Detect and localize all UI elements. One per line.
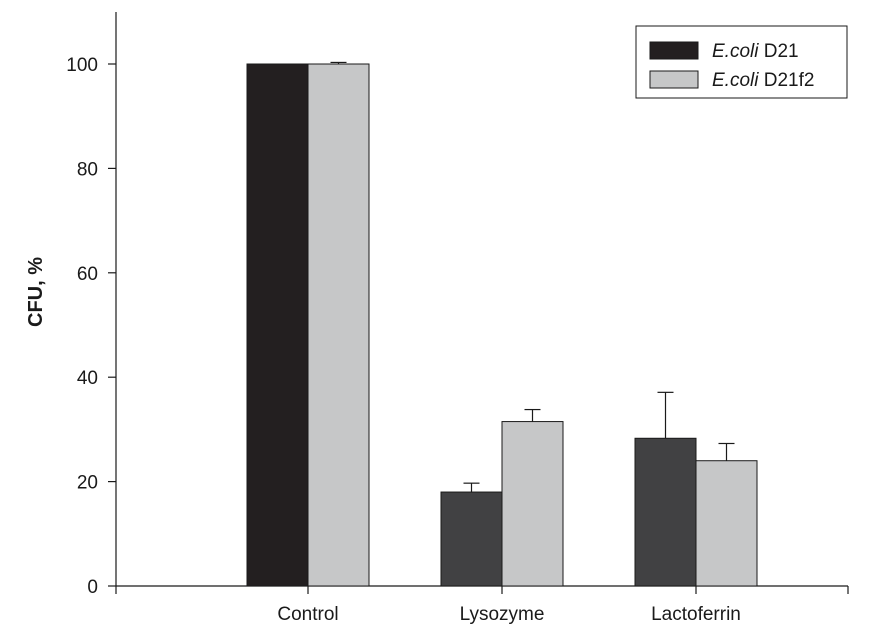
legend-label: E.coli D21 — [712, 41, 799, 62]
legend: E.coli D21 E.coli D21f2 — [635, 25, 848, 99]
y-tick-label: 20 — [77, 473, 98, 494]
x-axis-labels: Control Lysozyme Lactoferrin — [115, 586, 849, 625]
bar-d21f2-lysozyme — [501, 421, 564, 587]
y-tick-label: 0 — [87, 577, 98, 598]
y-tick-label: 60 — [77, 264, 98, 285]
error-bars — [330, 61, 735, 493]
bar-d21f2-lactoferrin — [695, 460, 758, 587]
y-tick-label: 80 — [77, 159, 98, 180]
y-axis-ticks: 0 20 40 60 80 100 — [66, 55, 116, 598]
y-axis-title: CFU, % — [25, 257, 47, 327]
bar-d21-control — [246, 63, 309, 587]
legend-swatch — [649, 70, 699, 89]
legend-label: E.coli D21f2 — [712, 70, 814, 91]
y-tick-label: 40 — [77, 368, 98, 389]
bar-d21-lysozyme — [440, 491, 503, 587]
y-tick-label: 100 — [66, 55, 98, 76]
bars — [246, 63, 758, 587]
bar-d21-lactoferrin — [634, 437, 697, 587]
x-category-label: Lysozyme — [460, 604, 545, 625]
legend-swatch — [649, 41, 699, 60]
x-category-label: Lactoferrin — [651, 604, 741, 625]
x-category-label: Control — [277, 604, 338, 625]
bar-d21f2-control — [307, 63, 370, 587]
